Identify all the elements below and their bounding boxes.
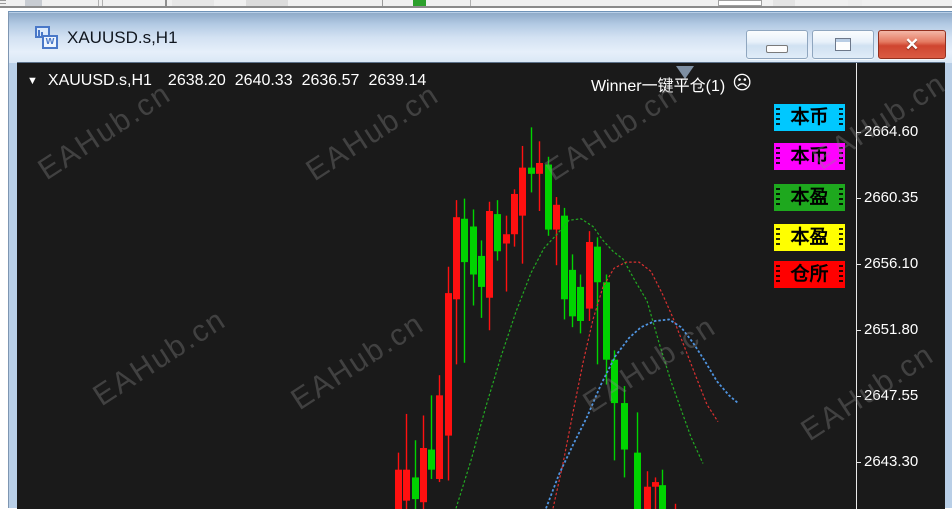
minimize-button[interactable] <box>746 30 808 59</box>
quick-button-0[interactable]: 本币 <box>774 104 845 131</box>
axis-price-label: 2660.35 <box>864 189 919 206</box>
window-titlebar[interactable]: w XAUUSD.s,H1 ✕ <box>9 13 952 63</box>
toolbar-icon-fragment-green <box>413 0 426 6</box>
chart-window: w XAUUSD.s,H1 ✕ ▼ XAUUSD.s,H1 2638.20 26… <box>8 11 952 509</box>
close-value: 2639.14 <box>368 72 427 89</box>
open-value: 2638.20 <box>167 72 226 89</box>
toolbar-box-fragment <box>718 0 762 6</box>
chart-window-icon: w <box>35 26 59 50</box>
quick-button-1[interactable]: 本币 <box>774 143 845 170</box>
winner-ea-text: Winner一键平仓(1) <box>590 78 726 95</box>
close-button[interactable]: ✕ <box>878 30 946 59</box>
quick-button-4[interactable]: 仓所 <box>774 261 845 288</box>
toolbar-separator <box>98 0 99 6</box>
window-title: XAUUSD.s,H1 <box>67 28 178 47</box>
axis-price-label: 2656.10 <box>864 255 919 272</box>
chart-plot-area[interactable]: ▼ XAUUSD.s,H1 2638.20 2640.33 2636.57 26… <box>17 63 856 509</box>
close-icon: ✕ <box>904 34 920 54</box>
axis-tick <box>857 396 861 397</box>
axis-tick <box>857 198 861 199</box>
chart-shift-marker-icon <box>676 66 694 79</box>
sad-face-icon: ☹ <box>732 73 752 94</box>
minimize-icon <box>766 45 788 53</box>
quick-button-panel: 本币 本币 本盈 本盈 仓所 <box>774 63 845 509</box>
toolbar-separator <box>382 0 383 6</box>
restore-button[interactable] <box>812 30 874 59</box>
toolbar-button-fragment <box>246 0 288 6</box>
toolbar-separator <box>470 0 471 6</box>
toolbar-separator <box>102 0 103 6</box>
background-app-toolbar-strip <box>0 0 952 6</box>
divider <box>0 8 952 11</box>
low-value: 2636.57 <box>301 72 360 89</box>
axis-price-label: 2664.60 <box>864 123 919 140</box>
toolbar-button-fragment <box>172 0 214 6</box>
axis-price-label: 2651.80 <box>864 321 919 338</box>
winner-ea-label[interactable]: Winner一键平仓(1) ☹ <box>591 72 752 96</box>
ohlc-header: ▼ XAUUSD.s,H1 2638.20 2640.33 2636.57 26… <box>27 72 435 90</box>
axis-tick <box>857 132 861 133</box>
chart-area: ▼ XAUUSD.s,H1 2638.20 2640.33 2636.57 26… <box>17 62 945 509</box>
axis-tick <box>857 462 861 463</box>
axis-tick <box>857 264 861 265</box>
candlestick-chart <box>395 127 739 509</box>
quick-button-2[interactable]: 本盈 <box>774 184 845 211</box>
toolbar-button-fragment <box>848 0 862 6</box>
chevron-down-icon: ▼ <box>27 75 38 87</box>
toolbar-grip-fragment <box>0 0 6 6</box>
price-axis-separator <box>856 63 857 509</box>
axis-price-label: 2647.55 <box>864 387 919 404</box>
high-value: 2640.33 <box>234 72 293 89</box>
restore-icon <box>835 38 851 51</box>
symbol-period-label: XAUUSD.s,H1 <box>47 72 152 89</box>
quick-button-3[interactable]: 本盈 <box>774 224 845 251</box>
toolbar-button-fragment <box>773 0 795 6</box>
toolbar-icon-fragment <box>25 0 42 6</box>
axis-price-label: 2643.30 <box>864 453 919 470</box>
price-axis[interactable]: 2664.60 2660.35 2656.10 2651.80 2647.55 2643.… <box>857 63 945 509</box>
toolbar-separator <box>165 0 167 6</box>
axis-tick <box>857 330 861 331</box>
divider <box>0 6 952 8</box>
